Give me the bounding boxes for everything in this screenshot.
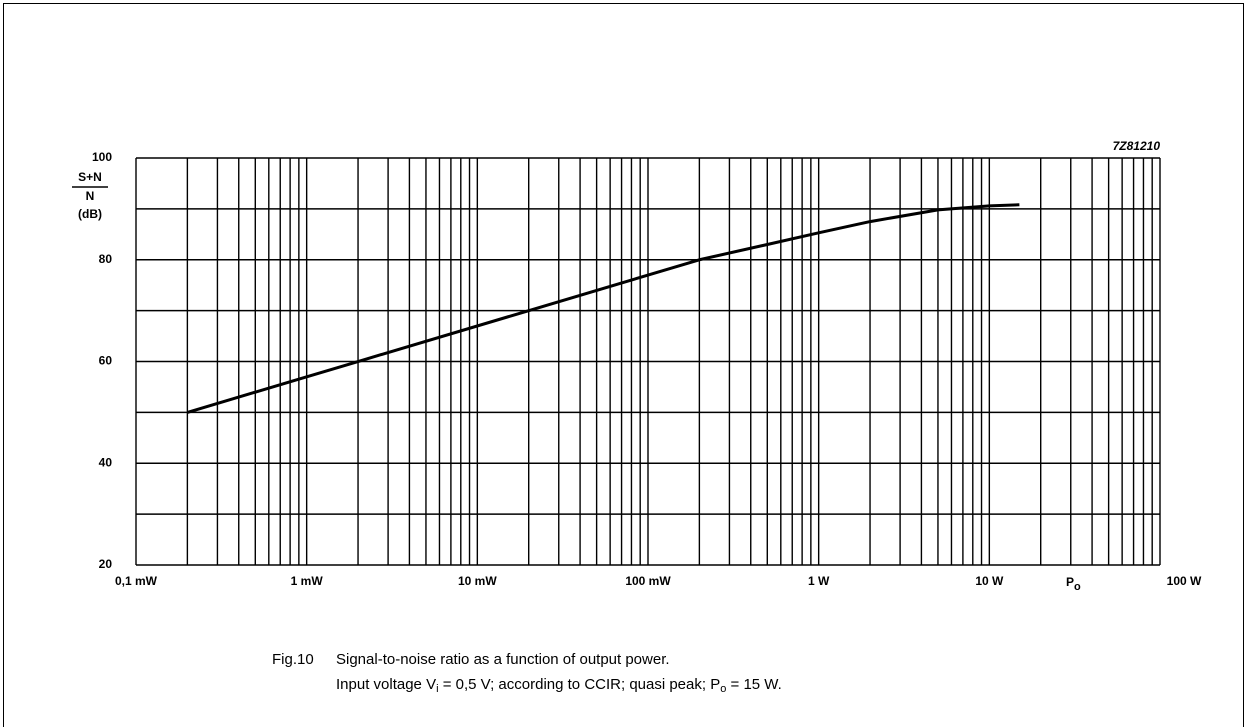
y-tick-label: 80 [99,252,113,266]
x-label: Po [1066,575,1081,593]
y-tick-label: 40 [99,455,113,469]
x-tick-label: 1 W [808,574,830,588]
x-label-sub: o [1074,581,1081,593]
caption-figure: Fig.10 [272,651,314,668]
x-tick-label: 10 W [975,574,1004,588]
y-tick-label: 20 [99,557,113,571]
y-tick-label: 60 [99,354,113,368]
y-tick-label: 100 [92,150,112,164]
x-label-main: P [1066,575,1074,589]
caption-part: = 15 W. [726,676,781,693]
frame [3,3,1244,727]
x-tick-label: 10 mW [458,574,497,588]
y-label-numerator: S+N [78,170,102,184]
y-label-unit: (dB) [78,207,102,221]
caption-line2: Input voltage Vi = 0,5 V; according to C… [336,676,782,695]
caption-sub: o [720,683,726,695]
caption-line1: Signal-to-noise ratio as a function of o… [336,651,670,668]
x-tick-label: 100 W [1167,574,1202,588]
caption-part: Input voltage V [336,676,436,693]
y-label-denominator: N [86,189,95,203]
caption-sub: i [436,683,438,695]
x-tick-label: 1 mW [291,574,324,588]
caption-part: = 0,5 V; according to CCIR; quasi peak; … [439,676,721,693]
x-tick-label: 0,1 mW [115,574,158,588]
curve [186,203,1020,414]
chart-code: 7Z81210 [1113,139,1161,153]
x-tick-label: 100 mW [625,574,671,588]
